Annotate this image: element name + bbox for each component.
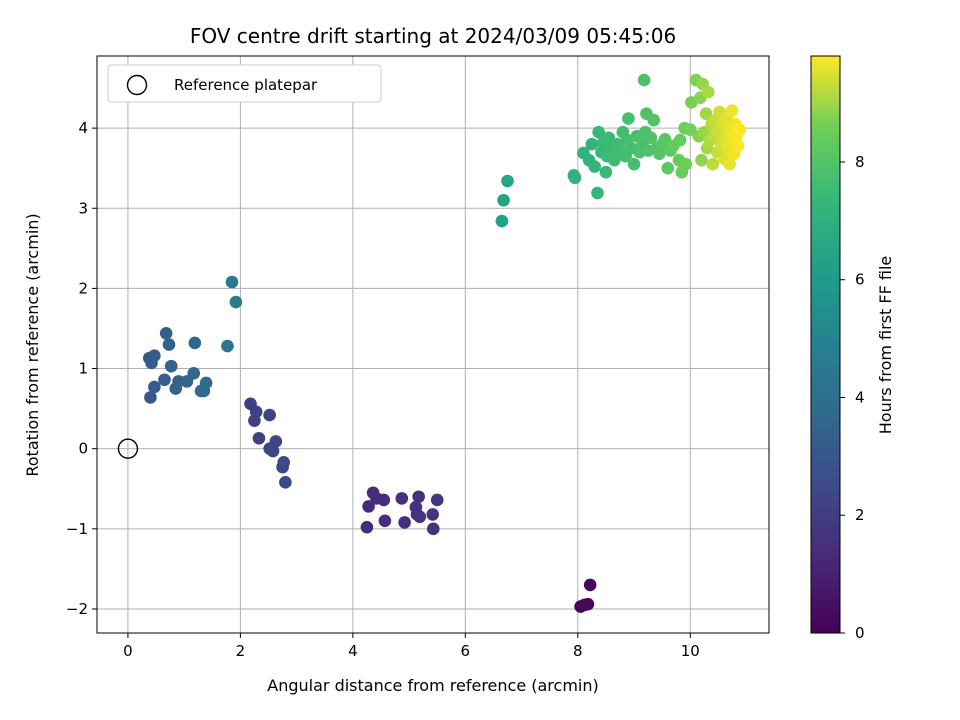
- data-point: [581, 597, 595, 611]
- data-point: [225, 275, 239, 289]
- y-axis-label: Rotation from reference (arcmin): [23, 213, 42, 476]
- data-point: [501, 174, 514, 188]
- data-points: [142, 73, 747, 613]
- data-point: [731, 139, 745, 153]
- data-point: [229, 295, 243, 309]
- data-point: [661, 161, 675, 175]
- data-point: [430, 493, 444, 507]
- data-point: [733, 123, 747, 137]
- y-tick-label: 4: [78, 119, 88, 137]
- data-point: [608, 153, 621, 167]
- data-point: [426, 508, 440, 521]
- reference-platepar-marker: [117, 438, 139, 459]
- data-point: [585, 137, 599, 151]
- data-point: [497, 193, 510, 207]
- data-point: [277, 456, 290, 469]
- y-tick-label: −1: [66, 520, 88, 538]
- data-point: [162, 338, 176, 351]
- x-axis-label: Angular distance from reference (arcmin): [267, 676, 598, 695]
- data-point: [637, 73, 651, 87]
- data-point: [148, 349, 161, 363]
- data-point: [647, 113, 661, 127]
- x-tick-label: 6: [461, 642, 471, 660]
- data-point: [679, 157, 693, 171]
- data-point: [627, 157, 641, 171]
- data-point: [378, 514, 392, 528]
- y-axis-ticks: −2 −1 0 1 2 3 4: [66, 119, 97, 618]
- legend-marker-icon: [126, 74, 148, 96]
- data-point: [699, 107, 713, 120]
- data-point: [568, 171, 582, 185]
- data-point: [158, 373, 171, 387]
- data-point: [673, 133, 687, 147]
- data-point: [706, 157, 720, 171]
- reference-marker: [117, 438, 139, 459]
- colorbar-label: Hours from first FF file: [876, 256, 895, 435]
- data-point: [221, 339, 234, 353]
- data-point: [622, 112, 635, 125]
- x-tick-label: 2: [236, 642, 246, 660]
- data-point: [413, 510, 427, 524]
- colorbar-tick-label: 6: [855, 271, 865, 289]
- y-tick-label: 0: [78, 440, 88, 458]
- data-point: [362, 500, 375, 513]
- data-point: [148, 380, 161, 394]
- data-point: [495, 214, 509, 228]
- colorbar-tick-label: 8: [855, 153, 865, 171]
- legend-label: Reference platepar: [174, 76, 318, 94]
- chart-title: FOV centre drift starting at 2024/03/09 …: [190, 24, 676, 48]
- data-point: [199, 376, 213, 390]
- data-point: [426, 522, 440, 536]
- x-tick-label: 8: [573, 642, 583, 660]
- data-point: [725, 104, 739, 117]
- plot-frame: [96, 55, 770, 634]
- data-point: [395, 492, 409, 505]
- data-point: [377, 493, 391, 507]
- data-point: [723, 157, 736, 171]
- data-point: [187, 367, 201, 380]
- y-tick-label: 2: [78, 279, 88, 297]
- legend-box: [107, 64, 382, 103]
- data-point: [249, 405, 263, 419]
- data-point: [412, 490, 425, 504]
- grid: [97, 56, 769, 633]
- y-tick-label: 1: [78, 360, 88, 378]
- data-point: [588, 160, 601, 173]
- x-tick-label: 0: [123, 642, 133, 660]
- data-point: [592, 125, 605, 139]
- colorbar-tick-label: 0: [855, 624, 865, 642]
- colorbar-ticks: 0 2 4 6 8: [840, 153, 865, 642]
- data-point: [144, 391, 157, 404]
- data-point: [263, 408, 276, 422]
- y-tick-label: 3: [78, 199, 88, 217]
- data-point: [701, 85, 715, 99]
- data-point: [695, 153, 708, 167]
- colorbar-tick-label: 4: [855, 388, 865, 406]
- data-point: [266, 444, 280, 458]
- x-axis-ticks: 0 2 4 6 8 10: [123, 633, 700, 660]
- data-point: [653, 147, 666, 161]
- data-point: [252, 431, 266, 445]
- data-point: [279, 476, 292, 489]
- data-point: [591, 186, 604, 200]
- data-point: [269, 435, 283, 448]
- data-point: [159, 326, 173, 340]
- data-point: [398, 516, 411, 529]
- data-point: [188, 336, 202, 350]
- data-point: [644, 131, 658, 145]
- colorbar-tick-label: 2: [855, 506, 865, 524]
- colorbar: [810, 55, 841, 634]
- data-point: [599, 165, 613, 179]
- x-tick-label: 4: [348, 642, 358, 660]
- data-point: [164, 359, 178, 373]
- x-tick-label: 10: [681, 642, 700, 660]
- y-tick-label: −2: [66, 600, 88, 618]
- data-point: [360, 520, 374, 534]
- legend: Reference platepar: [107, 64, 382, 103]
- data-point: [583, 578, 597, 592]
